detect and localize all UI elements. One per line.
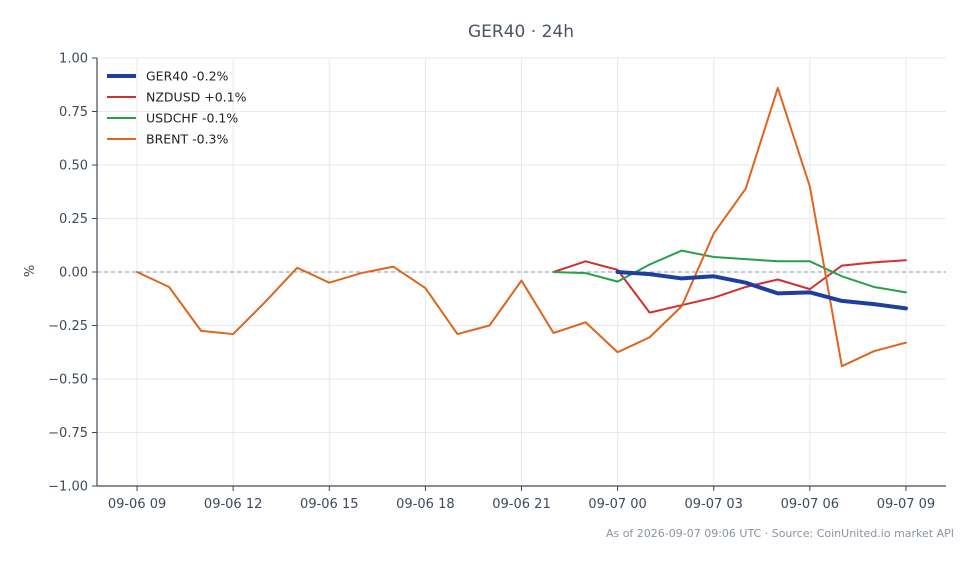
series-line-usdchf <box>552 249 907 294</box>
x-tick-label: 09-06 21 <box>492 497 550 512</box>
x-tick-label: 09-06 18 <box>396 497 454 512</box>
y-tick-label: 1.00 <box>59 52 88 67</box>
x-tick-label: 09-06 15 <box>300 497 358 512</box>
y-axis: 1.00 0.75 0.50 0.25 0.00 −0.25 −0.50 −0.75 −1.00 <box>48 52 97 495</box>
legend-entry: NZDUSD +0.1% <box>146 90 247 105</box>
legend-entry: USDCHF -0.1% <box>146 111 238 126</box>
series-line-nzdusd <box>552 259 907 314</box>
x-tick-label: 09-06 12 <box>204 497 262 512</box>
x-tick-label: 09-06 09 <box>108 497 166 512</box>
footer-source-note: As of 2026-09-07 09:06 UTC · Source: Coi… <box>606 527 954 540</box>
legend-entry: BRENT -0.3% <box>146 132 229 147</box>
legend-entry: GER40 -0.2% <box>146 69 229 84</box>
x-tick-label: 09-07 00 <box>588 497 646 512</box>
y-tick-label: −0.25 <box>48 319 88 334</box>
x-tick-label: 09-07 03 <box>684 497 742 512</box>
y-tick-label: 0.00 <box>59 266 88 281</box>
y-axis-label: % <box>23 265 38 277</box>
series-layer <box>136 86 908 368</box>
x-tick-label: 09-07 09 <box>877 497 935 512</box>
y-tick-label: −0.50 <box>48 373 88 388</box>
y-tick-label: 0.50 <box>59 159 88 174</box>
x-axis: 09-06 09 09-06 12 09-06 15 09-06 18 09-06 21… <box>108 486 935 512</box>
chart-title: GER40 · 24h <box>468 22 574 42</box>
series-line-ger40 <box>615 270 908 311</box>
series-line-brent <box>136 86 907 368</box>
x-tick-label: 09-07 06 <box>781 497 839 512</box>
y-tick-label: −0.75 <box>48 426 88 441</box>
legend: GER40 -0.2% NZDUSD +0.1% USDCHF -0.1% BRENT… <box>107 69 247 147</box>
y-tick-label: −1.00 <box>48 480 88 495</box>
y-tick-label: 0.75 <box>59 105 88 120</box>
y-tick-label: 0.25 <box>59 212 88 227</box>
